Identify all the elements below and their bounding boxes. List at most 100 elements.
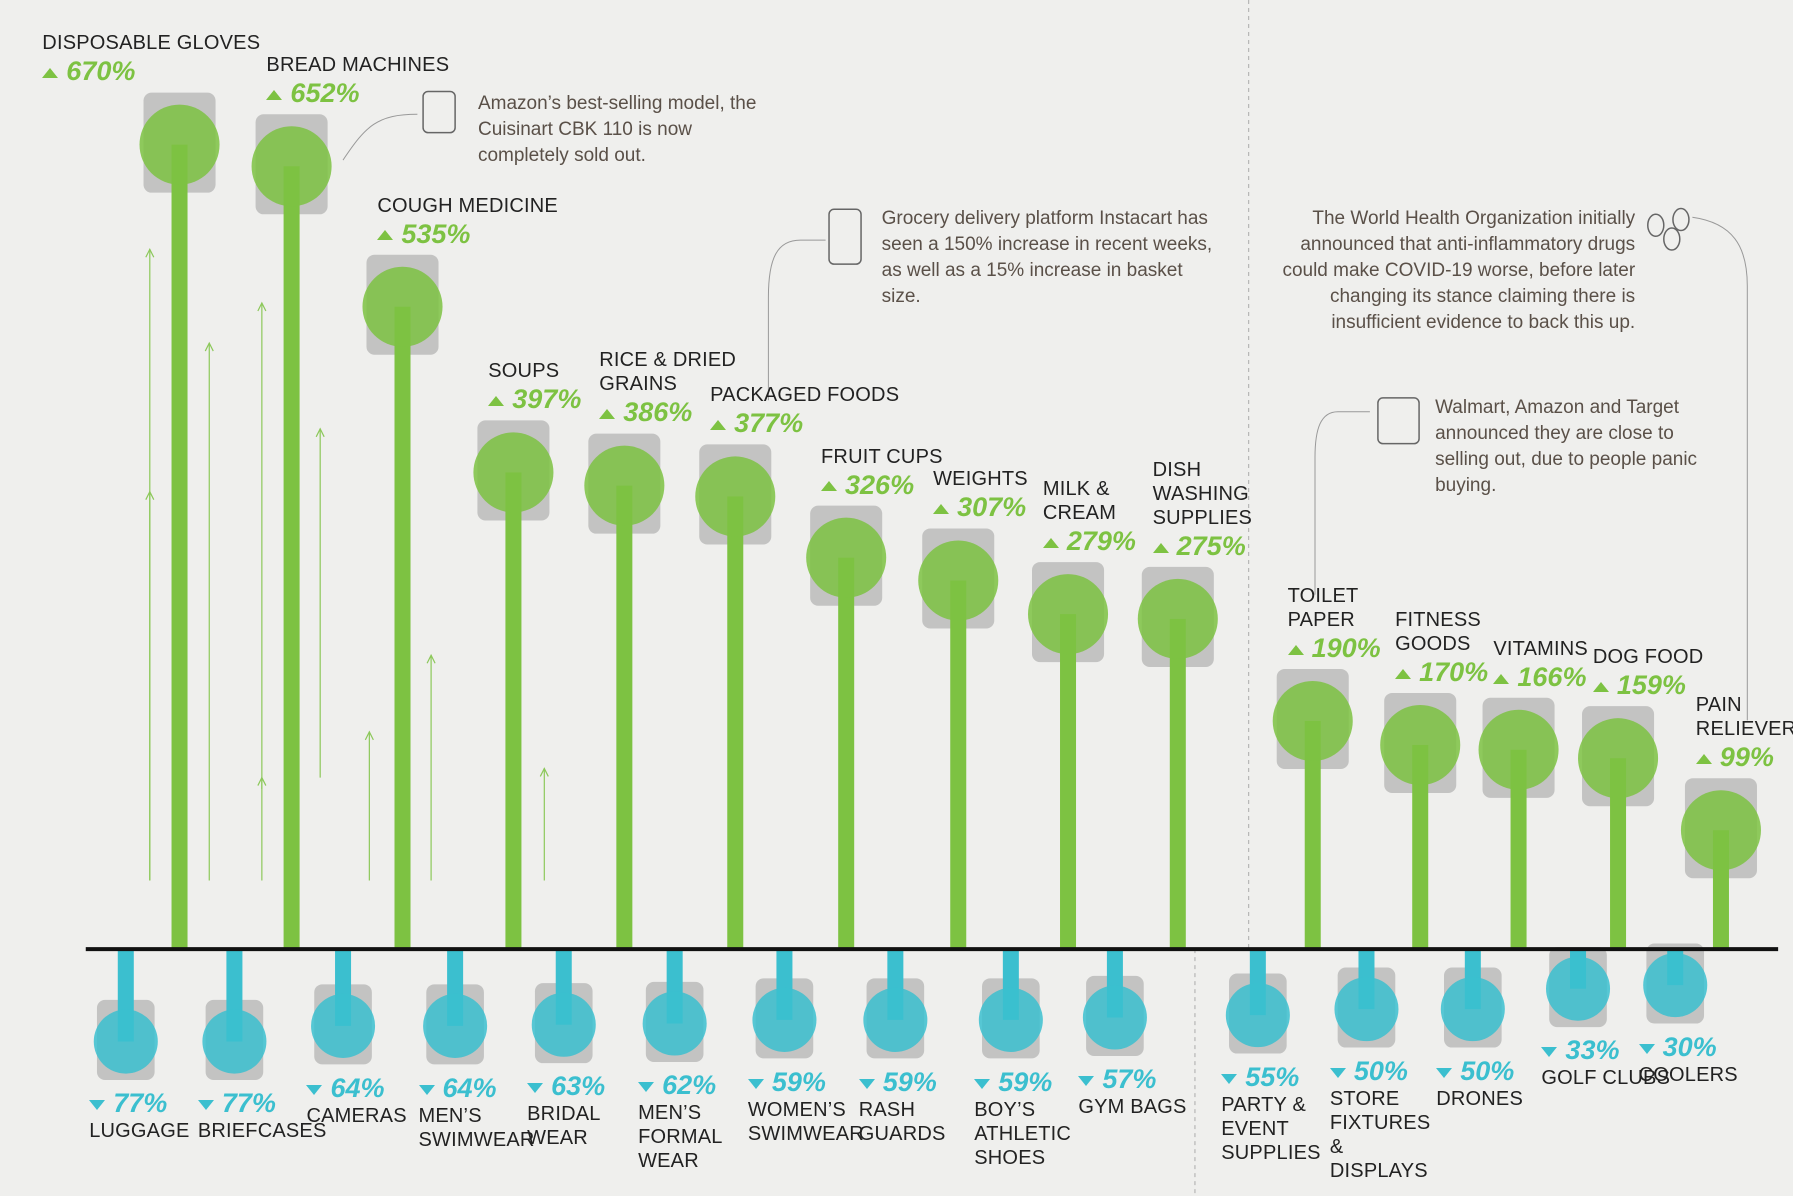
bar	[284, 166, 300, 949]
up-triangle	[821, 481, 837, 491]
bar-cap	[1138, 579, 1218, 659]
bar	[1060, 614, 1076, 949]
up-triangle	[42, 68, 58, 78]
bar	[395, 307, 411, 949]
value-text: 279%	[1067, 526, 1136, 556]
category-label: BREAD MACHINES	[266, 53, 449, 77]
value-label: 307%	[933, 491, 1028, 523]
category-text: BREAD MACHINES	[266, 54, 449, 76]
category-label: WOMEN’S SWIMWEAR	[748, 1098, 858, 1146]
decrease-label: 59%WOMEN’S SWIMWEAR	[748, 1066, 858, 1146]
decrease-label: 59%BOY’S ATHLETIC SHOES	[974, 1066, 1069, 1170]
category-label: STORE FIXTURES & DISPLAYS	[1330, 1087, 1440, 1183]
value-text: 62%	[662, 1070, 716, 1100]
down-triangle	[527, 1083, 543, 1093]
bar-cap	[806, 518, 886, 598]
bar-cap	[1546, 957, 1610, 1021]
bar-cap	[979, 988, 1043, 1052]
annotation-text: Amazon’s best-selling model, the Cuisina…	[478, 93, 756, 166]
value-label: 670%	[42, 55, 260, 87]
category-text: PARTY & EVENT SUPPLIES	[1221, 1094, 1320, 1164]
category-text: GYM BAGS	[1078, 1096, 1186, 1118]
value-label: 64%	[419, 1072, 514, 1104]
icon	[1664, 228, 1680, 250]
bar	[950, 580, 966, 949]
bar-cap	[1028, 574, 1108, 654]
category-label: FITNESS GOODS	[1395, 608, 1475, 656]
down-triangle	[306, 1085, 322, 1095]
annotation: The World Health Organization initially …	[1264, 206, 1636, 336]
category-label: GYM BAGS	[1078, 1095, 1186, 1119]
value-text: 59%	[883, 1067, 937, 1097]
up-triangle	[1493, 674, 1509, 684]
up-triangle	[599, 409, 615, 419]
value-label: 62%	[638, 1069, 718, 1101]
bar	[172, 145, 188, 949]
category-label: MILK & CREAM	[1043, 477, 1128, 525]
value-text: 33%	[1565, 1035, 1619, 1065]
value-text: 170%	[1419, 657, 1488, 687]
down-triangle	[198, 1100, 214, 1110]
value-text: 30%	[1663, 1032, 1717, 1062]
category-text: COOLERS	[1639, 1064, 1738, 1086]
category-label: VITAMINS	[1493, 637, 1588, 661]
value-text: 55%	[1245, 1062, 1299, 1092]
decrease-label: 57%GYM BAGS	[1078, 1063, 1186, 1119]
annotation-text: The World Health Organization initially …	[1282, 208, 1635, 333]
value-label: 652%	[266, 77, 449, 109]
decrease-label: 63%BRIDAL WEAR	[527, 1070, 605, 1150]
chart	[0, 0, 1793, 1196]
category-label: DOG FOOD	[1593, 645, 1704, 669]
category-text: BOY’S ATHLETIC SHOES	[974, 1099, 1071, 1169]
category-text: BRIDAL WEAR	[527, 1103, 600, 1149]
category-text: MEN’S FORMAL WEAR	[638, 1102, 722, 1172]
connector	[768, 240, 825, 400]
bar-cap	[1681, 790, 1761, 870]
category-label: PACKAGED FOODS	[710, 383, 899, 407]
down-triangle	[1436, 1068, 1452, 1078]
bar-cap	[252, 126, 332, 206]
bar-cap	[1578, 718, 1658, 798]
category-label: LUGGAGE	[89, 1119, 189, 1143]
decrease-label: 59%RASH GUARDS	[859, 1066, 939, 1146]
bar	[838, 558, 854, 949]
bar	[505, 472, 521, 949]
value-text: 307%	[957, 492, 1026, 522]
increase-label: SOUPS397%	[488, 359, 581, 415]
category-text: COUGH MEDICINE	[377, 195, 558, 217]
bar-cap	[1083, 986, 1147, 1050]
category-text: FITNESS GOODS	[1395, 609, 1481, 655]
category-label: BRIDAL WEAR	[527, 1102, 592, 1150]
up-triangle	[933, 504, 949, 514]
value-text: 386%	[623, 397, 692, 427]
value-label: 377%	[710, 407, 899, 439]
down-triangle	[1221, 1074, 1237, 1084]
value-label: 50%	[1436, 1055, 1523, 1087]
decrease-label: 64%MEN’S SWIMWEAR	[419, 1072, 514, 1152]
category-text: WOMEN’S SWIMWEAR	[748, 1099, 864, 1145]
bar-cap	[423, 994, 487, 1058]
bar-cap	[918, 540, 998, 620]
decrease-label: 77%LUGGAGE	[89, 1087, 189, 1143]
value-label: 279%	[1043, 525, 1136, 557]
category-label: DISH WASHING SUPPLIES	[1153, 458, 1263, 530]
connector	[1315, 412, 1370, 595]
annotation: Grocery delivery platform Instacart has …	[882, 206, 1214, 310]
decrease-label: 50%STORE FIXTURES & DISPLAYS	[1330, 1055, 1440, 1183]
up-triangle	[377, 230, 393, 240]
down-triangle	[1078, 1076, 1094, 1086]
category-text: VITAMINS	[1493, 638, 1588, 660]
category-label: CAMERAS	[306, 1104, 406, 1128]
category-text: MILK & CREAM	[1043, 478, 1116, 524]
down-triangle	[419, 1085, 435, 1095]
bar-cap	[1441, 977, 1505, 1041]
icon	[1648, 214, 1664, 236]
value-text: 64%	[443, 1073, 497, 1103]
value-label: 59%	[748, 1066, 858, 1098]
value-label: 30%	[1639, 1031, 1738, 1063]
category-text: SOUPS	[488, 360, 559, 382]
value-label: 397%	[488, 383, 581, 415]
